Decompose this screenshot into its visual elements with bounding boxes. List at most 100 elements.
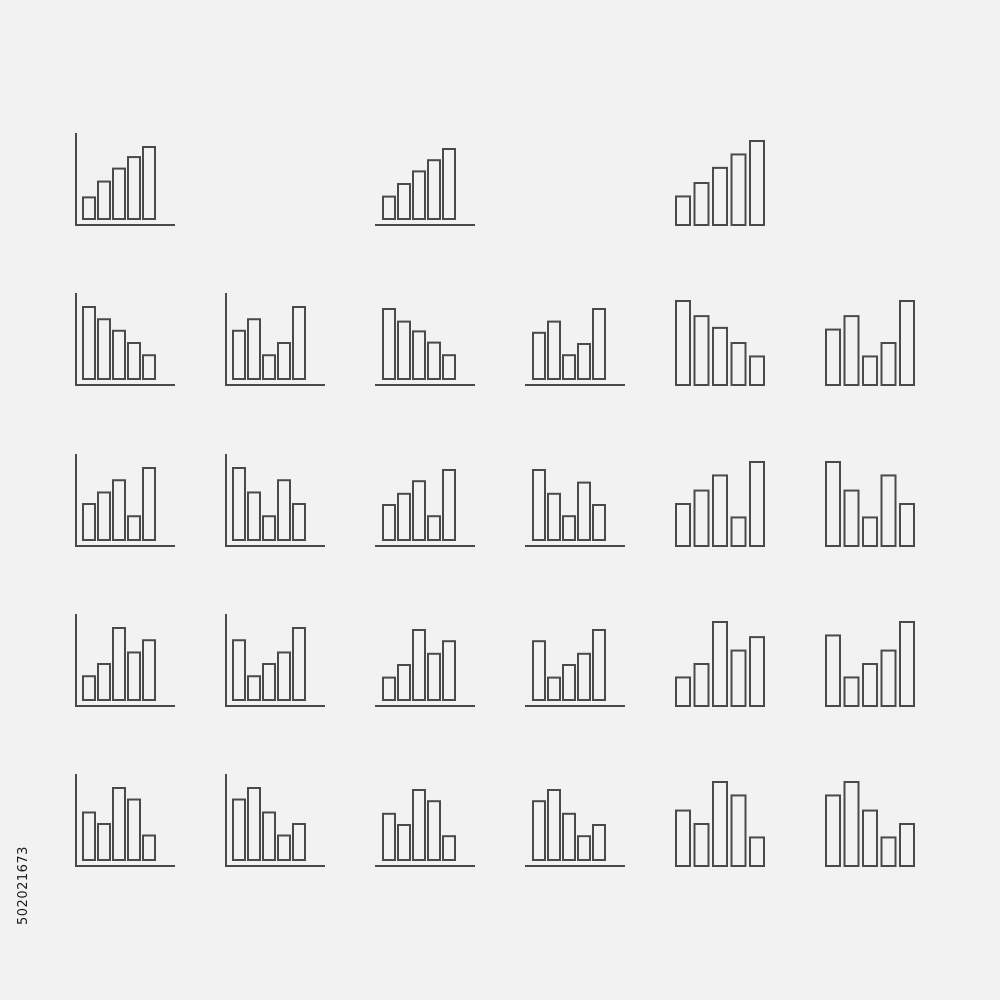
bar-mark	[825, 461, 841, 547]
bar-mark	[862, 663, 878, 707]
bar-mark	[547, 789, 561, 861]
bar-mark	[675, 809, 691, 867]
bar-mark	[730, 516, 747, 548]
bar-mark	[442, 640, 456, 702]
bar-mark	[382, 504, 396, 541]
bar-mark	[862, 355, 878, 387]
bar-mark	[749, 140, 765, 226]
bar-mark	[127, 342, 141, 380]
bar-mark	[547, 320, 561, 381]
bar-mark	[862, 516, 878, 548]
bar-mark	[112, 329, 126, 381]
bar-mark	[97, 491, 111, 542]
bar-mark	[442, 148, 456, 220]
bar-mark	[412, 789, 426, 861]
bar-mark	[749, 636, 765, 707]
bar-mark	[592, 629, 606, 701]
bar-mark	[292, 627, 306, 701]
bar-chart-icon	[675, 461, 765, 548]
bar-mark	[232, 639, 246, 701]
bar-mark	[247, 491, 261, 542]
bar-mark	[112, 627, 126, 701]
bar-mark	[142, 834, 156, 862]
bar-mark	[427, 800, 441, 862]
bar-mark	[427, 159, 441, 220]
bar-mark	[427, 652, 441, 701]
bar-mark	[232, 329, 246, 381]
bar-chart-icon	[75, 133, 175, 226]
bar-chart-icon	[825, 621, 915, 708]
bar-chart-icon	[75, 614, 175, 707]
bar-mark	[397, 664, 411, 701]
bar-mark	[127, 651, 141, 701]
bar-mark	[693, 823, 710, 867]
bar-mark	[843, 489, 860, 547]
bar-chart-icon	[675, 140, 765, 227]
bar-mark	[82, 196, 96, 220]
bar-mark	[880, 342, 897, 386]
bar-mark	[592, 504, 606, 541]
bar-mark	[730, 794, 747, 867]
bar-mark	[292, 306, 306, 380]
bar-mark	[693, 315, 710, 386]
bar-mark	[730, 649, 747, 707]
bar-mark	[712, 326, 728, 387]
bar-mark	[577, 481, 591, 542]
bar-chart-icon	[525, 629, 625, 707]
bar-mark	[142, 467, 156, 541]
bar-mark	[825, 794, 841, 867]
bar-mark	[442, 354, 456, 381]
bar-mark	[843, 676, 860, 708]
bar-mark	[232, 798, 246, 862]
bar-mark	[577, 343, 591, 380]
bar-chart-icon	[525, 789, 625, 867]
bar-mark	[675, 300, 691, 386]
bar-chart-icon	[825, 300, 915, 387]
bar-mark	[382, 812, 396, 861]
bar-mark	[277, 342, 291, 380]
bar-mark	[675, 676, 691, 708]
bar-mark	[825, 634, 841, 707]
bar-mark	[562, 354, 576, 381]
bar-mark	[547, 676, 561, 701]
bar-mark	[397, 320, 411, 381]
bar-mark	[675, 503, 691, 547]
bar-mark	[427, 515, 441, 542]
bar-mark	[247, 318, 261, 380]
bar-chart-icon	[525, 469, 625, 547]
bar-chart-icon	[375, 629, 475, 707]
bar-mark	[142, 639, 156, 701]
bar-mark	[82, 306, 96, 380]
bar-mark	[712, 474, 728, 547]
bar-mark	[397, 183, 411, 220]
bar-mark	[730, 153, 747, 226]
bar-mark	[442, 835, 456, 862]
bar-mark	[749, 836, 765, 868]
bar-chart-icon	[675, 781, 765, 868]
bar-mark	[899, 823, 915, 867]
bar-chart-icon	[75, 293, 175, 386]
bar-mark	[880, 649, 897, 707]
bar-chart-icon	[225, 774, 325, 867]
bar-mark	[880, 836, 897, 868]
bar-mark	[412, 330, 426, 380]
bar-mark	[712, 621, 728, 707]
bar-mark	[382, 195, 396, 221]
bar-mark	[232, 467, 246, 541]
bar-mark	[749, 461, 765, 547]
bar-mark	[899, 503, 915, 547]
bar-mark	[277, 651, 291, 701]
bar-mark	[532, 800, 546, 862]
bar-mark	[262, 811, 276, 861]
bar-mark	[532, 640, 546, 702]
bar-chart-icon	[375, 308, 475, 386]
bar-mark	[899, 300, 915, 386]
bar-chart-icon	[225, 454, 325, 547]
stock-id-label: 502021673	[16, 846, 31, 925]
bar-mark	[730, 342, 747, 386]
bar-mark	[142, 146, 156, 220]
bar-mark	[397, 492, 411, 541]
bar-mark	[97, 823, 111, 861]
bar-mark	[82, 675, 96, 701]
